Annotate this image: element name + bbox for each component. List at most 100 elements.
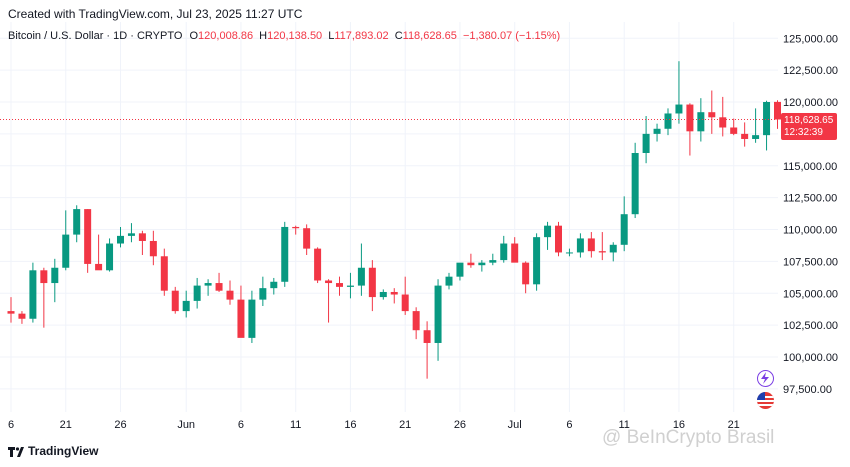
candle-body[interactable] <box>565 252 573 254</box>
candle-body[interactable] <box>456 262 464 277</box>
candle-body[interactable] <box>752 135 760 139</box>
candle-body[interactable] <box>73 209 81 235</box>
candle-body[interactable] <box>7 311 15 314</box>
x-tick-label: 6 <box>8 419 14 431</box>
candle-body[interactable] <box>741 133 749 139</box>
candle-body[interactable] <box>357 267 365 286</box>
candle-body[interactable] <box>620 214 628 245</box>
candle-body[interactable] <box>281 226 289 282</box>
candle-body[interactable] <box>127 233 135 236</box>
candle-body[interactable] <box>587 238 595 252</box>
open-value: 120,008.86 <box>198 30 254 42</box>
x-tick-label: 21 <box>728 419 740 431</box>
x-tick-label: 26 <box>454 419 466 431</box>
candle-body[interactable] <box>193 285 201 301</box>
candle-body[interactable] <box>544 225 552 238</box>
footer-brand[interactable]: TradingView <box>8 444 98 458</box>
lightning-icon[interactable] <box>757 370 774 387</box>
candle-body[interactable] <box>138 233 146 241</box>
candle-body[interactable] <box>609 244 617 253</box>
candle-body[interactable] <box>533 237 541 285</box>
candle-body[interactable] <box>423 330 431 343</box>
low-label: L <box>328 30 335 42</box>
candle-body[interactable] <box>182 300 190 312</box>
candle-body[interactable] <box>226 290 234 300</box>
candle-body[interactable] <box>664 113 672 129</box>
x-tick-label: 16 <box>344 419 356 431</box>
candle-body[interactable] <box>117 235 124 244</box>
candle-body[interactable] <box>445 276 453 286</box>
candle-body[interactable] <box>511 243 519 263</box>
candle-body[interactable] <box>467 262 475 266</box>
candle-body[interactable] <box>29 270 37 319</box>
y-tick-label: 107,500.00 <box>783 256 838 268</box>
candle-body[interactable] <box>401 294 409 312</box>
candle-body[interactable] <box>106 243 114 271</box>
candle-body[interactable] <box>248 299 256 338</box>
candle-body[interactable] <box>368 267 376 298</box>
candle-body[interactable] <box>412 311 420 331</box>
y-tick-label: 120,000.00 <box>783 97 838 109</box>
candle-body[interactable] <box>489 260 497 263</box>
candle-body[interactable] <box>379 291 387 298</box>
y-tick-label: 125,000.00 <box>783 33 838 45</box>
candle-body[interactable] <box>346 285 354 287</box>
candle-body[interactable] <box>303 228 311 249</box>
candle-body[interactable] <box>259 288 267 300</box>
y-tick-label: 100,000.00 <box>783 352 838 364</box>
x-tick-label: 11 <box>290 419 301 431</box>
candle-body[interactable] <box>774 101 781 120</box>
candle-body[interactable] <box>18 313 26 319</box>
candle-body[interactable] <box>653 128 661 134</box>
close-label: C <box>394 30 403 42</box>
candle-body[interactable] <box>51 267 59 284</box>
candle-body[interactable] <box>336 283 343 287</box>
y-tick-label: 105,000.00 <box>783 288 838 300</box>
close-value: 118,628.65 <box>402 30 457 42</box>
candle-body[interactable] <box>270 281 278 289</box>
candle-body[interactable] <box>314 248 322 281</box>
y-tick-label: 97,500.00 <box>783 384 832 396</box>
candle-body[interactable] <box>719 117 727 128</box>
candle-body[interactable] <box>631 153 639 215</box>
candle-body[interactable] <box>215 283 223 291</box>
x-tick-label: 26 <box>114 419 126 431</box>
candle-body[interactable] <box>697 112 705 132</box>
candle-body[interactable] <box>763 102 771 136</box>
candle-body[interactable] <box>160 256 168 291</box>
candle-body[interactable] <box>675 104 683 114</box>
candle-body[interactable] <box>434 285 442 343</box>
candle-body[interactable] <box>576 238 584 253</box>
candle-body[interactable] <box>149 240 157 257</box>
flag-icon[interactable] <box>757 392 774 409</box>
candle-body[interactable] <box>171 290 179 312</box>
candle-body[interactable] <box>730 127 738 134</box>
candle-body[interactable] <box>325 280 333 284</box>
candle-body[interactable] <box>40 270 48 284</box>
y-tick-label: 112,500.00 <box>783 193 837 205</box>
candle-body[interactable] <box>598 251 606 253</box>
last-price-badge: 118,628.65 12:32:39 <box>781 113 837 140</box>
candle-body[interactable] <box>84 209 92 264</box>
candle-body[interactable] <box>500 243 508 261</box>
candle-body[interactable] <box>478 262 486 266</box>
candle-body[interactable] <box>292 226 300 229</box>
candle-body[interactable] <box>522 262 530 285</box>
candle-body[interactable] <box>686 104 694 132</box>
candle-body[interactable] <box>95 263 103 271</box>
candle-body[interactable] <box>62 234 70 268</box>
x-tick-label: Jun <box>177 419 195 431</box>
x-tick-label: 21 <box>60 419 72 431</box>
candle-body[interactable] <box>237 299 245 338</box>
candle-body[interactable] <box>390 291 398 295</box>
created-with-label: Created with TradingView.com, Jul 23, 20… <box>8 7 303 21</box>
low-value: 117,893.02 <box>334 30 389 42</box>
open-label: O <box>189 30 199 42</box>
candle-body[interactable] <box>642 133 650 153</box>
last-price-value: 118,628.65 <box>784 115 834 126</box>
candle-body[interactable] <box>708 112 716 118</box>
candle-body[interactable] <box>204 283 212 286</box>
candle-body[interactable] <box>555 225 562 253</box>
y-tick-label: 110,000.00 <box>783 225 837 237</box>
